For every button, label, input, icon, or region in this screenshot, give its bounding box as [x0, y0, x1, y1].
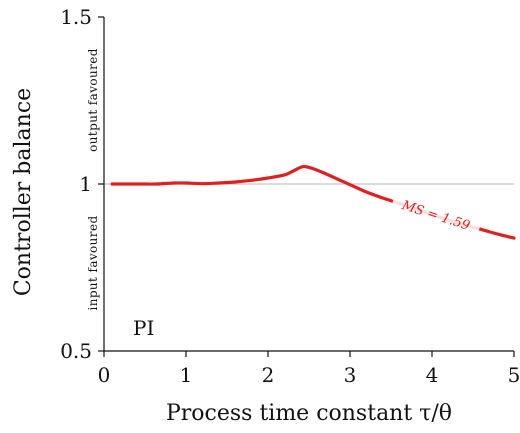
panel-label: PI: [133, 316, 154, 340]
y-axis-label: Controller balance: [11, 88, 36, 296]
curve-label-0: MS = 1.59: [399, 198, 472, 234]
x-tick-label: 2: [262, 363, 275, 387]
x-tick-label: 1: [180, 363, 193, 387]
input-favoured-label: input favoured: [86, 215, 100, 310]
chart-labels: Process time constant τ/θ Controller bal…: [11, 48, 452, 426]
output-favoured-label: output favoured: [86, 48, 100, 152]
y-tick-label: 1.5: [60, 5, 92, 29]
x-axis-label: Process time constant τ/θ: [166, 401, 452, 426]
x-tick-label: 0: [98, 363, 111, 387]
x-tick-label: 5: [508, 363, 520, 387]
x-tick-label: 3: [344, 363, 357, 387]
x-tick-label: 4: [426, 363, 439, 387]
plot-area: MS = 1.59: [104, 164, 516, 240]
y-tick-label: 0.5: [60, 339, 92, 363]
curve-label-background: [390, 193, 482, 237]
axes: 0 1 2 3 4 5 0.5 1 1.5: [60, 5, 520, 387]
y-tick-label: 1: [79, 172, 92, 196]
